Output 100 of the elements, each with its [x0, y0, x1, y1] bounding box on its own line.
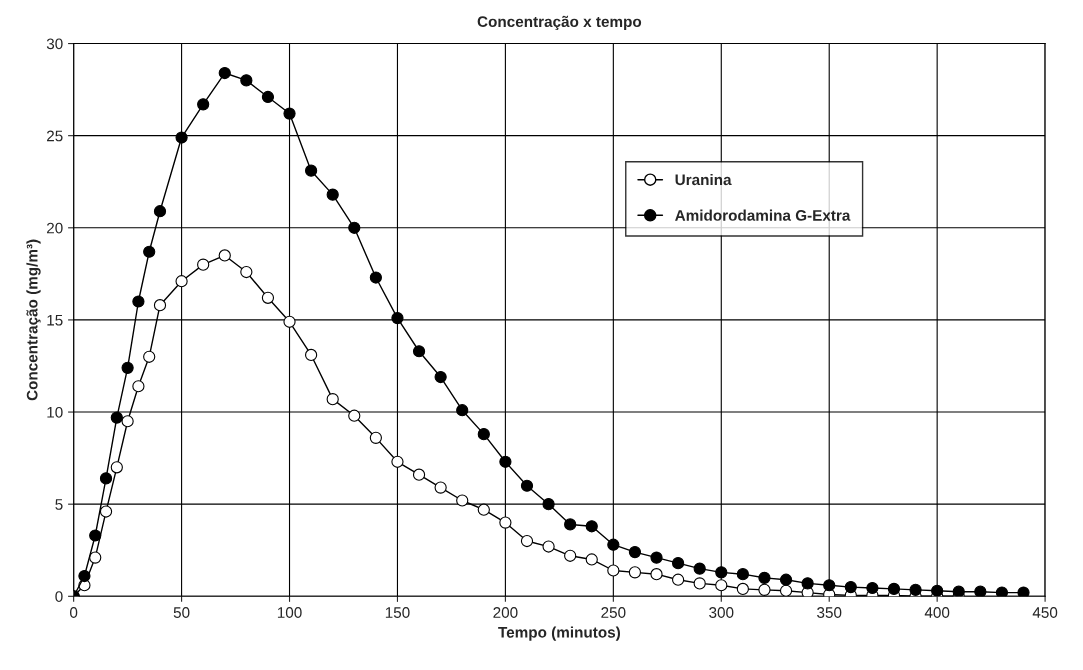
point: [866, 581, 879, 595]
point: [628, 566, 642, 579]
point: [736, 582, 749, 596]
point: [758, 583, 771, 596]
x-tick-label: 50: [173, 607, 190, 618]
x-tick-label: 200: [493, 607, 518, 618]
point: [456, 404, 469, 417]
point: [175, 275, 188, 288]
point: [844, 580, 857, 594]
point: [121, 415, 134, 428]
x-tick-label: 300: [709, 607, 734, 618]
point: [369, 431, 382, 444]
point: [143, 350, 156, 363]
point: [121, 361, 134, 374]
point: [887, 582, 901, 596]
point: [693, 577, 706, 590]
point: [132, 295, 145, 308]
point: [542, 498, 555, 511]
point: [585, 553, 598, 566]
point: [412, 468, 426, 481]
point: [99, 505, 113, 518]
y-tick-label: 30: [46, 38, 63, 50]
point: [715, 566, 728, 579]
point: [434, 370, 447, 384]
x-tick-label: 450: [1032, 607, 1058, 618]
point: [304, 164, 318, 177]
legend-label: Amidorodamina G-Extra: [675, 209, 851, 221]
x-tick-label: 400: [924, 607, 950, 618]
point: [348, 221, 361, 234]
point: [477, 503, 490, 516]
point: [175, 131, 188, 144]
point: [78, 569, 91, 583]
point: [801, 577, 814, 590]
point: [89, 551, 102, 564]
point: [348, 409, 361, 422]
point: [607, 564, 620, 577]
point: [369, 271, 382, 284]
point: [153, 299, 167, 312]
point: [143, 245, 156, 258]
point: [326, 393, 339, 406]
point: [628, 545, 642, 559]
legend-label: Uranina: [675, 173, 732, 186]
point: [715, 579, 728, 592]
point: [197, 98, 210, 111]
x-tick-label: 250: [601, 607, 626, 618]
point: [412, 345, 426, 358]
point: [110, 411, 123, 424]
x-axis-title: Tempo (minutos): [498, 626, 620, 641]
point: [758, 571, 771, 584]
point: [477, 428, 490, 441]
point: [542, 540, 555, 553]
y-tick-label: 5: [55, 499, 63, 510]
point: [520, 479, 534, 492]
point: [499, 455, 512, 468]
point: [564, 549, 577, 562]
point: [650, 551, 663, 564]
point: [779, 573, 793, 586]
y-tick-label: 0: [55, 591, 63, 602]
point: [736, 568, 749, 581]
point: [197, 258, 210, 271]
point: [153, 205, 167, 218]
point: [89, 529, 102, 542]
x-tick-label: 100: [277, 607, 302, 618]
point: [952, 585, 965, 597]
point: [261, 90, 275, 104]
point: [499, 516, 512, 529]
point: [779, 584, 793, 597]
x-tick-label: 150: [385, 607, 410, 618]
y-tick-label: 20: [47, 222, 63, 234]
x-tick-label: 0: [69, 607, 78, 618]
point: [931, 584, 944, 597]
point: [261, 291, 275, 304]
point: [995, 586, 1009, 597]
point: [110, 461, 123, 474]
point: [304, 348, 318, 362]
point: [283, 315, 296, 328]
point: [671, 557, 685, 570]
y-tick-label: 25: [47, 130, 63, 142]
point: [564, 518, 577, 531]
point: [585, 520, 598, 533]
point: [218, 66, 231, 80]
point: [326, 188, 339, 201]
point: [823, 579, 836, 592]
point: [1017, 586, 1030, 597]
y-tick-label: 15: [47, 314, 63, 326]
point: [607, 538, 620, 551]
chart-title: Concentração x tempo: [477, 15, 642, 31]
point: [650, 568, 663, 581]
point: [240, 265, 253, 279]
point: [240, 74, 253, 87]
point: [283, 107, 296, 120]
point: [456, 494, 469, 507]
point: [974, 585, 987, 597]
point: [520, 534, 534, 548]
x-tick-label: 350: [817, 607, 842, 618]
point: [391, 311, 404, 325]
point: [391, 455, 404, 468]
point: [693, 562, 706, 575]
point: [218, 249, 231, 262]
point: [132, 380, 145, 393]
